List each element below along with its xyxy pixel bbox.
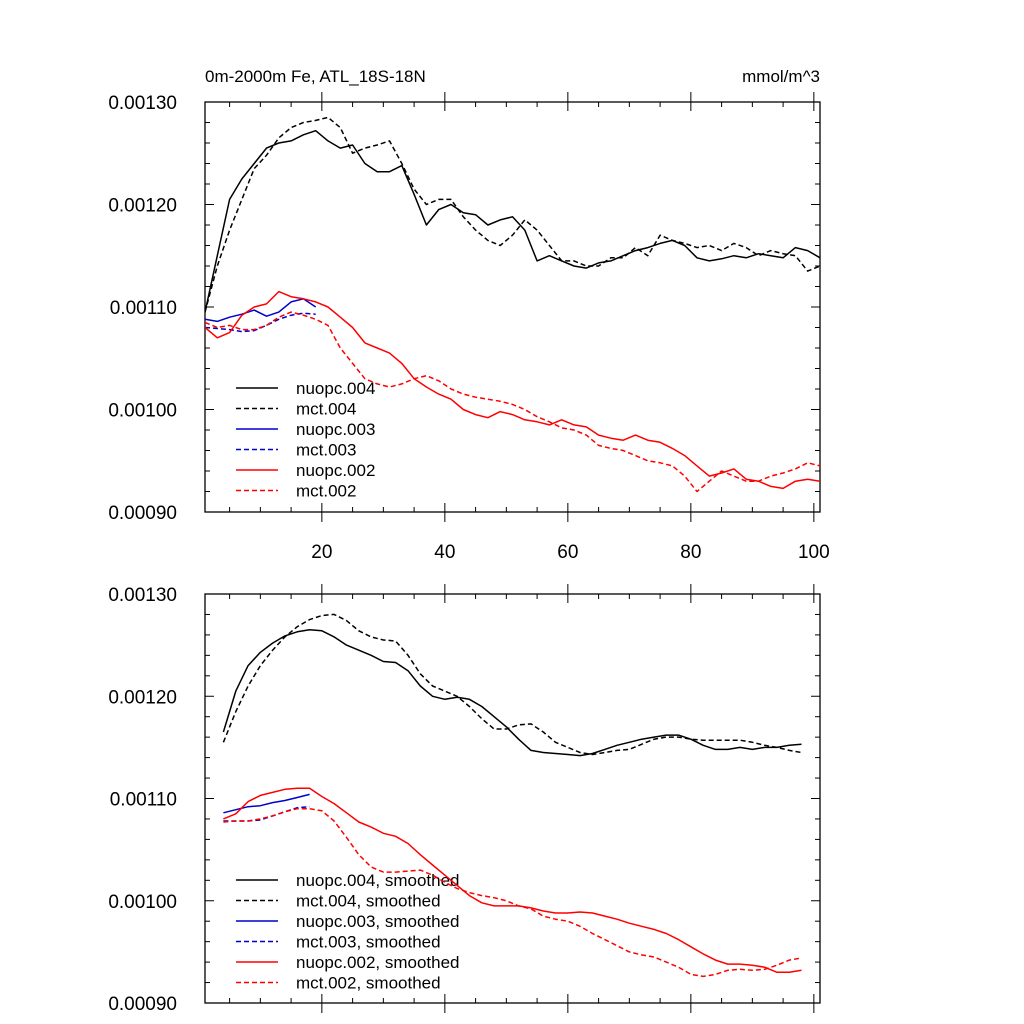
- chart-units: mmol/m^3: [742, 67, 820, 86]
- series-line-mct-002: [205, 311, 820, 493]
- x-tick-label: 80: [680, 542, 701, 563]
- legend-label: mct.002: [296, 482, 356, 501]
- y-tick-label: 0.00110: [110, 790, 177, 811]
- y-tick-label: 0.00120: [108, 196, 177, 217]
- y-tick-label: 0.00110: [110, 298, 177, 319]
- legend-label: nuopc.002: [296, 461, 375, 480]
- series-line-nuopc-002: [205, 290, 820, 490]
- legend-label: nuopc.003: [296, 420, 375, 439]
- series-line-nuopc-003-smoothed: [223, 793, 310, 814]
- y-tick-label: 0.00090: [108, 994, 177, 1015]
- legend-label: mct.002, smoothed: [296, 974, 441, 993]
- y-tick-label: 0.00130: [108, 93, 177, 114]
- series-line-nuopc-003: [205, 298, 317, 323]
- legend-label: mct.004, smoothed: [296, 892, 441, 911]
- legend-label: nuopc.002, smoothed: [296, 953, 460, 972]
- chart-title: 0m-2000m Fe, ATL_18S-18N: [205, 67, 426, 86]
- legend-label: nuopc.004: [296, 379, 375, 398]
- series-line-mct-004: [205, 116, 820, 313]
- x-tick-label: 20: [311, 542, 332, 563]
- x-tick-label: 100: [798, 542, 830, 563]
- y-tick-label: 0.00090: [108, 503, 177, 524]
- y-tick-label: 0.00120: [108, 687, 177, 708]
- series-line-mct-003: [205, 312, 316, 333]
- y-tick-label: 0.00130: [108, 585, 177, 606]
- legend-label: mct.003, smoothed: [296, 933, 441, 952]
- y-tick-label: 0.00100: [108, 401, 177, 422]
- x-tick-label: 40: [434, 542, 455, 563]
- top-panel: 20 40 60 80 100 0.00090 0.00100 0.00110 0.00120 0…: [108, 92, 830, 563]
- bottom-panel: 0.00090 0.00100 0.00110 0.00120 0.00130 nuopc…: [108, 584, 821, 1015]
- legend-label: mct.004: [296, 400, 356, 419]
- series-line-nuopc-004: [205, 129, 820, 313]
- y-tick-label: 0.00100: [108, 892, 177, 913]
- series-line-nuopc-004-smoothed: [222, 629, 802, 757]
- series-line-mct-004-smoothed: [222, 613, 802, 756]
- legend-label: nuopc.003, smoothed: [296, 912, 460, 931]
- legend-label: nuopc.004, smoothed: [296, 871, 460, 890]
- series-line-mct-002-smoothed: [223, 807, 802, 978]
- series-line-nuopc-002-smoothed: [223, 787, 802, 974]
- x-tick-label: 60: [557, 542, 578, 563]
- legend-label: mct.003: [296, 441, 356, 460]
